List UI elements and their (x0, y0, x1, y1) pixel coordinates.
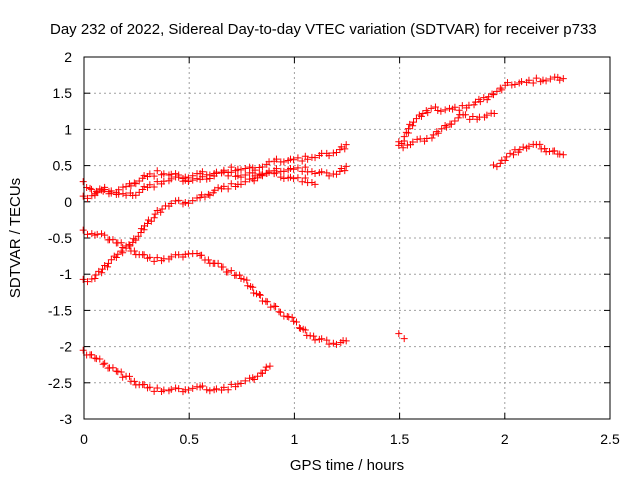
x-axis-label: GPS time / hours (290, 457, 404, 474)
x-tick-label: 1 (291, 431, 299, 447)
y-tick-label: -1 (60, 266, 73, 282)
y-tick-label: 2 (64, 49, 72, 65)
chart-background (0, 0, 640, 480)
y-tick-label: -3 (60, 411, 73, 427)
y-tick-label: 1 (64, 121, 72, 137)
chart: Day 232 of 2022, Sidereal Day-to-day VTE… (0, 0, 640, 480)
y-tick-label: 0 (64, 194, 72, 210)
x-tick-label: 2 (501, 431, 509, 447)
x-tick-label: 2.5 (600, 431, 620, 447)
chart-title: Day 232 of 2022, Sidereal Day-to-day VTE… (50, 21, 597, 38)
y-tick-label: 0.5 (53, 158, 73, 174)
x-tick-label: 0.5 (179, 431, 199, 447)
y-tick-label: -0.5 (48, 230, 72, 246)
y-tick-label: -1.5 (48, 302, 72, 318)
y-tick-label: 1.5 (53, 85, 73, 101)
y-tick-label: -2.5 (48, 375, 72, 391)
y-axis-label: SDTVAR / TECUs (7, 178, 24, 298)
y-tick-label: -2 (60, 339, 73, 355)
x-tick-label: 0 (80, 431, 88, 447)
x-tick-label: 1.5 (390, 431, 410, 447)
